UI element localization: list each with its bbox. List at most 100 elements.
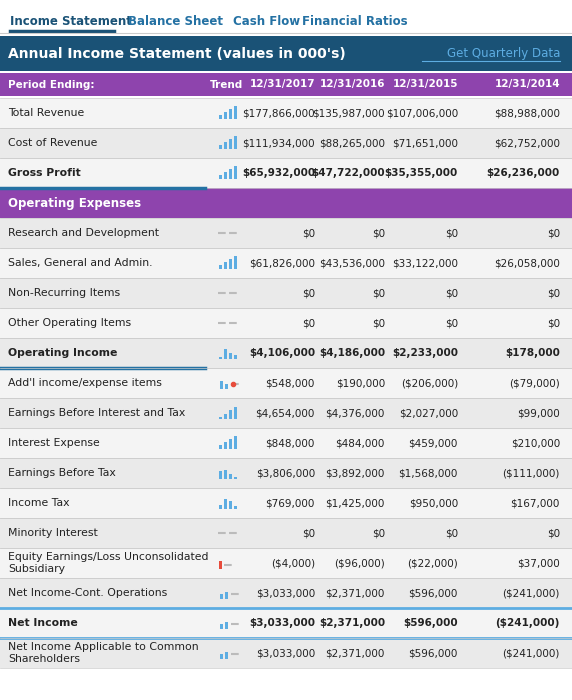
Bar — [219, 265, 223, 269]
Text: ($241,000): ($241,000) — [503, 648, 560, 658]
Text: ($111,000): ($111,000) — [503, 468, 560, 478]
Text: Earnings Before Tax: Earnings Before Tax — [8, 468, 116, 478]
Bar — [0, 278, 572, 308]
Text: $177,866,000: $177,866,000 — [243, 108, 315, 118]
Bar — [229, 474, 232, 479]
Text: Income Statement: Income Statement — [10, 15, 132, 28]
Text: Financial Ratios: Financial Ratios — [302, 15, 408, 28]
Bar — [234, 106, 237, 119]
Text: 12/31/2016: 12/31/2016 — [320, 80, 385, 90]
Bar — [0, 458, 572, 488]
Bar — [229, 353, 232, 359]
Bar — [224, 470, 227, 479]
Text: $65,932,000: $65,932,000 — [242, 168, 315, 178]
Text: Other Operating Items: Other Operating Items — [8, 318, 131, 328]
Text: $178,000: $178,000 — [505, 348, 560, 358]
Text: Operating Income: Operating Income — [8, 348, 117, 358]
Text: $0: $0 — [302, 288, 315, 298]
Bar — [220, 381, 223, 389]
Text: $0: $0 — [302, 528, 315, 538]
Text: $0: $0 — [302, 228, 315, 238]
Bar — [219, 175, 223, 179]
Bar — [0, 608, 572, 638]
Text: Cash Flow: Cash Flow — [233, 15, 300, 28]
Text: $4,106,000: $4,106,000 — [249, 348, 315, 358]
Text: 12/31/2014: 12/31/2014 — [494, 80, 560, 90]
Text: Subsidiary: Subsidiary — [8, 564, 65, 573]
Bar — [219, 357, 223, 359]
Text: $3,033,000: $3,033,000 — [249, 618, 315, 628]
Text: Research and Development: Research and Development — [8, 228, 159, 238]
Bar — [234, 477, 237, 479]
Bar — [229, 259, 232, 269]
Text: Cost of Revenue: Cost of Revenue — [8, 138, 97, 148]
Bar — [234, 355, 237, 359]
Text: Non-Recurring Items: Non-Recurring Items — [8, 288, 120, 298]
Bar — [224, 349, 227, 359]
Text: $135,987,000: $135,987,000 — [312, 108, 385, 118]
Bar — [0, 98, 572, 128]
Text: $43,536,000: $43,536,000 — [319, 258, 385, 268]
Bar — [0, 368, 572, 398]
Text: Balance Sheet: Balance Sheet — [128, 15, 223, 28]
Bar — [220, 654, 223, 659]
Text: $88,265,000: $88,265,000 — [319, 138, 385, 148]
Bar — [219, 561, 223, 569]
Text: Trend: Trend — [210, 80, 243, 90]
Text: $1,425,000: $1,425,000 — [325, 498, 385, 508]
Text: $0: $0 — [372, 288, 385, 298]
Text: $2,371,000: $2,371,000 — [319, 618, 385, 628]
Text: $596,000: $596,000 — [408, 588, 458, 598]
Text: $26,058,000: $26,058,000 — [494, 258, 560, 268]
Text: $190,000: $190,000 — [336, 378, 385, 388]
Text: ($241,000): ($241,000) — [495, 618, 560, 628]
Text: $0: $0 — [547, 318, 560, 328]
Text: $88,988,000: $88,988,000 — [494, 108, 560, 118]
Text: $37,000: $37,000 — [517, 558, 560, 568]
Text: $0: $0 — [445, 288, 458, 298]
Text: $107,006,000: $107,006,000 — [386, 108, 458, 118]
Bar — [0, 73, 572, 96]
Text: ($96,000): ($96,000) — [334, 558, 385, 568]
Bar — [229, 439, 232, 449]
Text: ($22,000): ($22,000) — [407, 558, 458, 568]
Bar — [0, 36, 572, 71]
Bar — [224, 499, 227, 509]
Bar — [0, 158, 572, 188]
Bar — [225, 652, 228, 659]
Bar — [229, 501, 232, 509]
Text: Period Ending:: Period Ending: — [8, 80, 94, 90]
Text: $950,000: $950,000 — [409, 498, 458, 508]
Text: ($206,000): ($206,000) — [401, 378, 458, 388]
Bar — [0, 308, 572, 338]
Bar — [229, 169, 232, 179]
Bar — [225, 384, 228, 389]
Text: $3,033,000: $3,033,000 — [256, 588, 315, 598]
Bar — [224, 442, 227, 449]
Bar — [0, 428, 572, 458]
Text: $596,000: $596,000 — [408, 648, 458, 658]
Text: $848,000: $848,000 — [265, 438, 315, 448]
Text: $0: $0 — [547, 288, 560, 298]
Text: Equity Earnings/Loss Unconsolidated: Equity Earnings/Loss Unconsolidated — [8, 552, 209, 563]
Text: $33,122,000: $33,122,000 — [392, 258, 458, 268]
Bar — [224, 172, 227, 179]
Text: $596,000: $596,000 — [403, 618, 458, 628]
Text: $1,568,000: $1,568,000 — [399, 468, 458, 478]
Text: $548,000: $548,000 — [265, 378, 315, 388]
Text: Income Tax: Income Tax — [8, 498, 70, 508]
Text: $0: $0 — [445, 528, 458, 538]
Bar — [229, 410, 232, 419]
Bar — [0, 578, 572, 608]
Bar — [0, 248, 572, 278]
Text: Net Income-Cont. Operations: Net Income-Cont. Operations — [8, 588, 167, 598]
Text: $210,000: $210,000 — [511, 438, 560, 448]
Bar — [0, 218, 572, 248]
Text: $2,371,000: $2,371,000 — [325, 588, 385, 598]
Bar — [219, 445, 223, 449]
Bar — [0, 488, 572, 518]
Bar — [0, 338, 572, 368]
Text: $167,000: $167,000 — [511, 498, 560, 508]
Text: ($79,000): ($79,000) — [509, 378, 560, 388]
Bar — [219, 471, 223, 479]
